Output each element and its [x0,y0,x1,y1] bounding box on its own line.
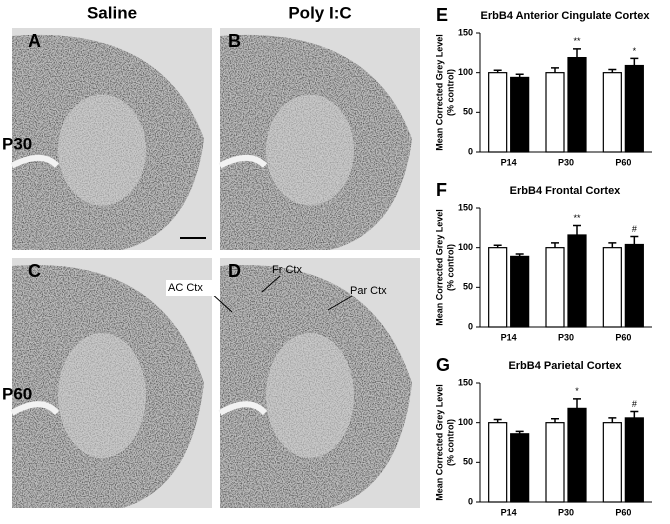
row-label: P60 [2,384,32,403]
y-tick-label: 150 [458,202,473,212]
bar [545,247,565,328]
panel-letter: G [436,355,450,375]
error-bar [493,244,502,248]
y-axis-label: Mean Corrected Grey Level [434,34,444,151]
bar [488,247,508,328]
bar [488,422,508,503]
error-bar [551,242,559,248]
significance-marker: * [633,46,637,56]
y-tick-label: 50 [463,282,473,292]
y-tick-label: 100 [458,242,473,252]
significance-marker: # [632,224,637,234]
x-tick-label: P14 [501,157,517,167]
chart-title: ErbB4 Parietal Cortex [508,360,622,372]
region-label: Fr Ctx [272,264,302,276]
bar [510,76,530,153]
error-bar [630,235,639,245]
bar [545,422,565,503]
panel-letter: F [436,180,447,200]
micrographs [10,28,420,508]
ventricle [218,401,268,416]
y-tick-label: 0 [468,146,473,156]
column-label: Poly I:C [288,3,351,22]
significance-marker: * [575,386,579,396]
ventricle [10,401,60,416]
bar [624,64,644,153]
error-bar [573,224,581,235]
bar [488,72,508,153]
y-tick-label: 0 [468,496,473,506]
region-label: Par Ctx [350,285,387,297]
error-bar [608,68,617,73]
chart-title: ErbB4 Frontal Cortex [510,185,622,197]
x-tick-label: P30 [558,157,574,167]
striatum [58,94,146,206]
ventricle [10,154,60,169]
y-tick-label: 100 [458,67,473,77]
x-tick-label: P14 [501,507,517,517]
x-tick-label: P30 [558,507,574,517]
error-bar [493,418,502,423]
error-bar [630,410,639,418]
y-tick-label: 150 [458,377,473,387]
y-axis-label: (% control) [445,69,455,116]
bar [624,417,644,503]
bar [567,56,587,153]
bar [510,433,530,503]
panel-letter: A [28,31,41,51]
y-tick-label: 50 [463,107,473,117]
striatum [266,333,354,458]
bar [624,243,644,328]
striatum [58,333,146,458]
ventricle [218,154,268,169]
striatum [266,94,354,206]
error-bar [515,73,524,78]
error-bar [551,417,559,423]
y-tick-label: 50 [463,457,473,467]
x-tick-label: P60 [615,507,631,517]
x-tick-label: P60 [615,157,631,167]
y-tick-label: 100 [458,417,473,427]
bar [602,72,622,153]
error-bar [493,69,502,73]
bar [567,407,587,503]
significance-marker: ** [573,36,581,46]
error-bar [515,430,524,434]
bar [567,234,587,328]
panel-letter: C [28,261,41,281]
bar [545,72,565,153]
error-bar [515,253,524,257]
row-label: P30 [2,134,32,153]
panel-letter: D [228,261,241,281]
region-label-bg [166,280,218,296]
region-label: AC Ctx [168,282,203,294]
column-label: Saline [87,3,137,22]
error-bar [608,242,617,248]
y-axis-label: Mean Corrected Grey Level [434,209,444,326]
x-tick-label: P14 [501,332,517,342]
y-axis-label: (% control) [445,419,455,466]
panel-letter: B [228,31,241,51]
x-tick-label: P60 [615,332,631,342]
error-bar [630,57,639,66]
bar [602,247,622,328]
error-bar [573,48,581,58]
y-axis-label: Mean Corrected Grey Level [434,384,444,501]
x-tick-label: P30 [558,332,574,342]
error-bar [608,417,617,423]
y-axis-label: (% control) [445,244,455,291]
chart-title: ErbB4 Anterior Cingulate Cortex [481,10,651,22]
error-bar [551,67,559,73]
panel-letter: E [436,5,448,25]
bar [510,255,530,328]
error-bar [573,398,581,409]
y-tick-label: 0 [468,321,473,331]
significance-marker: ** [573,213,581,223]
y-tick-label: 150 [458,27,473,37]
bar [602,422,622,503]
significance-marker: # [632,399,637,409]
